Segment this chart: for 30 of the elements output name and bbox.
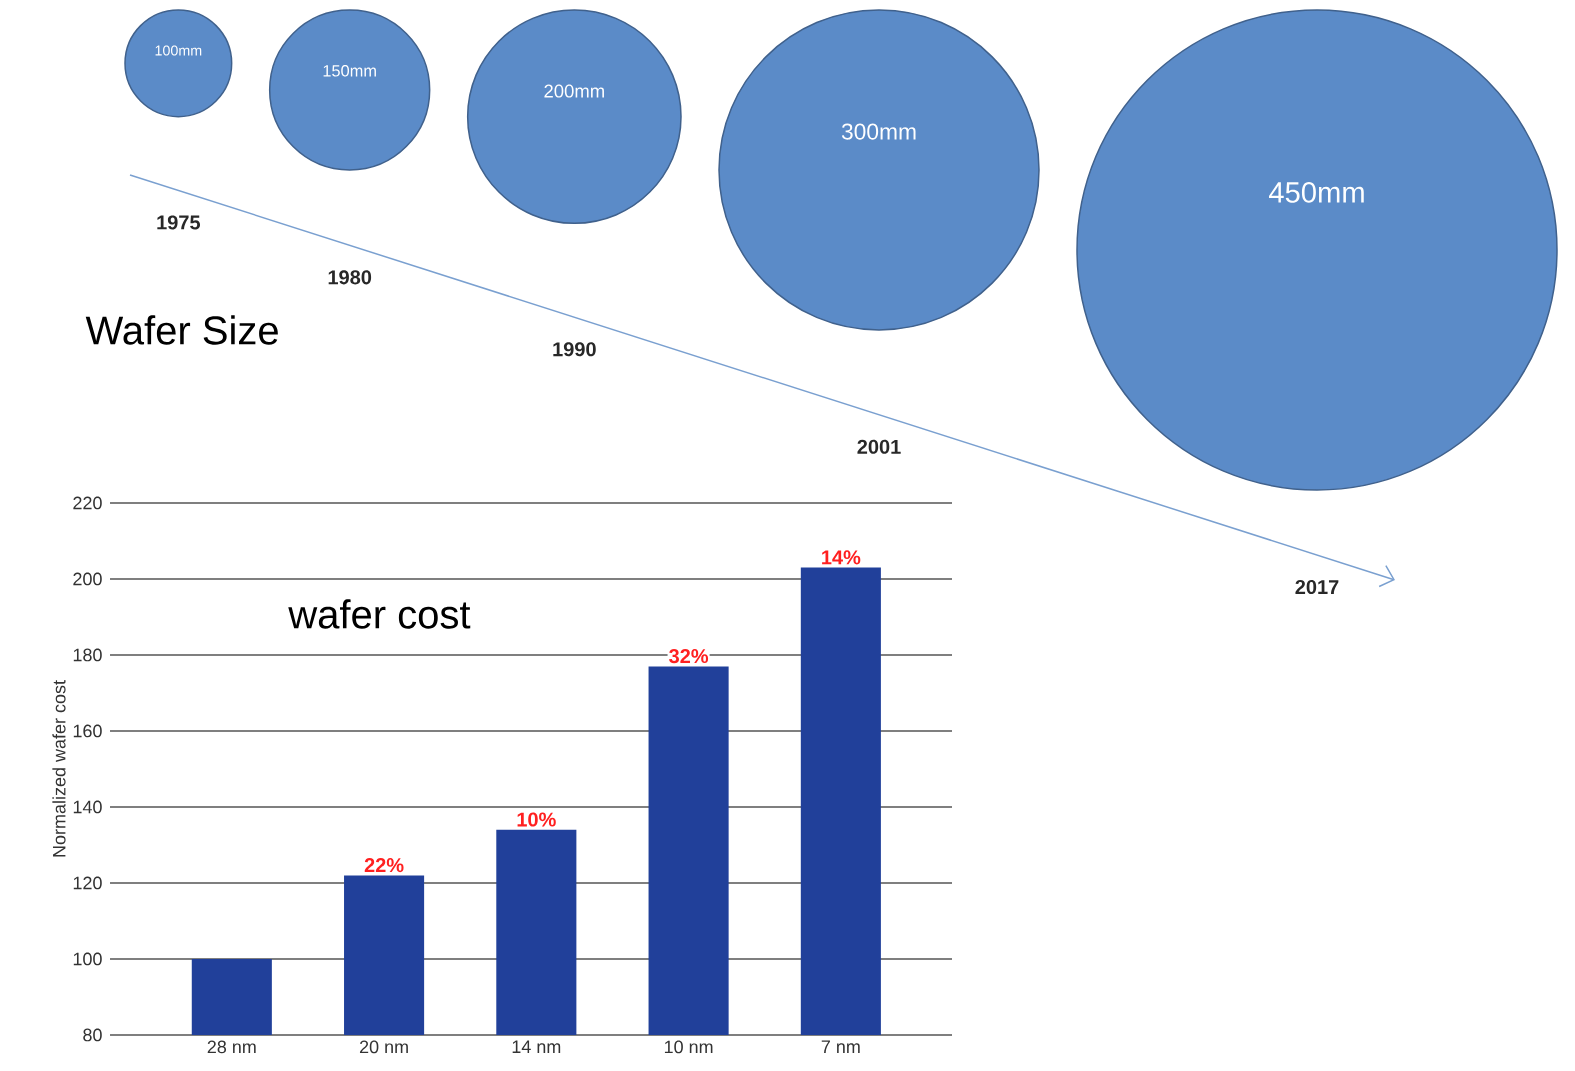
category-label: 1975 bbox=[157, 215, 201, 230]
y-tick-label: 140 bbox=[73, 800, 102, 814]
text: Wafer Size bbox=[85, 315, 278, 345]
x-tick-label: 20 nm bbox=[359, 1040, 408, 1054]
category-label: 2001 bbox=[857, 439, 901, 454]
data-label: 200mm bbox=[544, 84, 604, 98]
y-tick-label: 100 bbox=[73, 952, 102, 966]
y-axis-title: Normalized wafer cost bbox=[52, 680, 66, 857]
x-tick-label: 28 nm bbox=[207, 1040, 256, 1054]
y-tick-label: 220 bbox=[73, 496, 102, 510]
annotation: 10% bbox=[517, 812, 556, 827]
y-tick-label: 200 bbox=[73, 572, 102, 586]
category-label: 1980 bbox=[328, 270, 372, 285]
annotation: 32% bbox=[669, 649, 709, 664]
annotation: 14% bbox=[822, 550, 861, 565]
y-tick-label: 180 bbox=[73, 648, 102, 662]
category-label: 1990 bbox=[553, 342, 596, 357]
data-label: 450mm bbox=[1269, 182, 1364, 203]
x-tick-label: 10 nm bbox=[664, 1040, 713, 1054]
x-tick-label: 14 nm bbox=[512, 1040, 561, 1053]
x-tick-label: 7 nm bbox=[821, 1040, 860, 1053]
data-label: 300mm bbox=[841, 123, 916, 140]
data-label: 150mm bbox=[323, 64, 376, 77]
text: wafer cost bbox=[288, 599, 471, 629]
category-label: 2017 bbox=[1295, 579, 1339, 595]
y-tick-label: 160 bbox=[73, 724, 102, 738]
y-tick-label: 120 bbox=[73, 876, 102, 890]
data-label: 100mm bbox=[155, 45, 202, 56]
annotation: 22% bbox=[364, 858, 404, 873]
y-tick-label: 80 bbox=[83, 1028, 102, 1042]
